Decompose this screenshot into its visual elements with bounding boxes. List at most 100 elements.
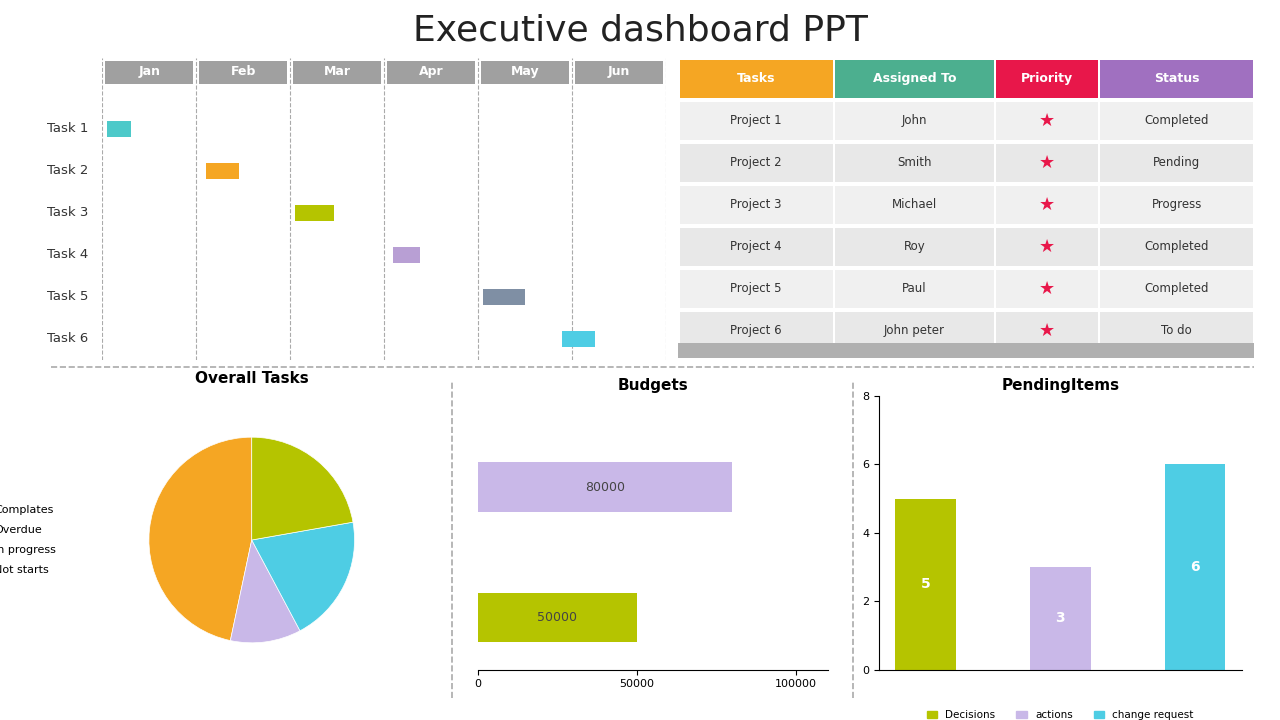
- Text: Executive dashboard PPT: Executive dashboard PPT: [412, 14, 868, 48]
- Text: Project 3: Project 3: [731, 198, 782, 211]
- Text: ★: ★: [1039, 238, 1055, 256]
- Text: Task 1: Task 1: [47, 122, 88, 135]
- Text: Task 3: Task 3: [47, 207, 88, 220]
- Bar: [835, 186, 995, 224]
- Title: PendingItems: PendingItems: [1001, 379, 1119, 393]
- Bar: [105, 60, 193, 84]
- Text: Feb: Feb: [230, 65, 256, 78]
- Wedge shape: [252, 522, 355, 631]
- Text: Jan: Jan: [138, 65, 160, 78]
- Bar: [477, 462, 732, 512]
- Text: Project 5: Project 5: [731, 282, 782, 295]
- Bar: [1100, 102, 1253, 140]
- Bar: [481, 60, 568, 84]
- Bar: [108, 121, 131, 137]
- Bar: [996, 312, 1098, 350]
- Bar: [680, 270, 833, 308]
- Bar: [393, 247, 420, 263]
- Bar: [680, 228, 833, 266]
- Wedge shape: [148, 437, 252, 641]
- Text: May: May: [511, 65, 539, 78]
- Bar: [1100, 144, 1253, 182]
- Text: Project 2: Project 2: [731, 156, 782, 169]
- Bar: [996, 144, 1098, 182]
- Wedge shape: [252, 437, 353, 540]
- Text: ★: ★: [1039, 112, 1055, 130]
- Bar: [996, 228, 1098, 266]
- Title: Overall Tasks: Overall Tasks: [195, 372, 308, 386]
- Bar: [896, 499, 956, 670]
- Bar: [835, 60, 995, 98]
- Text: Project 6: Project 6: [731, 324, 782, 337]
- Bar: [1030, 567, 1091, 670]
- Text: Task 4: Task 4: [47, 248, 88, 261]
- Text: ★: ★: [1039, 153, 1055, 171]
- Text: Mar: Mar: [324, 65, 351, 78]
- Bar: [477, 593, 637, 642]
- Text: 5: 5: [920, 577, 931, 591]
- Text: To do: To do: [1161, 324, 1192, 337]
- Text: 3: 3: [1056, 611, 1065, 625]
- Bar: [1100, 60, 1253, 98]
- Text: Paul: Paul: [902, 282, 927, 295]
- Text: Project 4: Project 4: [731, 240, 782, 253]
- Bar: [835, 270, 995, 308]
- Bar: [996, 186, 1098, 224]
- Text: Project 1: Project 1: [731, 114, 782, 127]
- Bar: [996, 270, 1098, 308]
- Title: Budgets: Budgets: [617, 379, 689, 393]
- Text: Task 2: Task 2: [47, 164, 88, 178]
- Bar: [294, 205, 334, 221]
- Text: Completed: Completed: [1144, 114, 1208, 127]
- Text: Assigned To: Assigned To: [873, 72, 956, 85]
- Bar: [835, 144, 995, 182]
- Text: Pending: Pending: [1153, 156, 1201, 169]
- Bar: [293, 60, 381, 84]
- Bar: [835, 312, 995, 350]
- Text: 80000: 80000: [585, 481, 625, 494]
- Text: John peter: John peter: [884, 324, 945, 337]
- Text: Michael: Michael: [892, 198, 937, 211]
- Text: Roy: Roy: [904, 240, 925, 253]
- Text: Priority: Priority: [1021, 72, 1073, 85]
- Bar: [575, 60, 663, 84]
- Bar: [680, 186, 833, 224]
- Bar: [680, 312, 833, 350]
- Bar: [996, 102, 1098, 140]
- Bar: [680, 102, 833, 140]
- Text: Jun: Jun: [608, 65, 630, 78]
- Bar: [206, 163, 238, 179]
- Bar: [1100, 312, 1253, 350]
- Bar: [200, 60, 287, 84]
- Text: Completed: Completed: [1144, 240, 1208, 253]
- Text: Status: Status: [1153, 72, 1199, 85]
- Text: John: John: [902, 114, 927, 127]
- Bar: [387, 60, 475, 84]
- Text: 50000: 50000: [538, 611, 577, 624]
- Text: Completed: Completed: [1144, 282, 1208, 295]
- Bar: [678, 343, 1254, 358]
- Bar: [835, 102, 995, 140]
- Bar: [1100, 270, 1253, 308]
- Text: Apr: Apr: [419, 65, 443, 78]
- Bar: [835, 228, 995, 266]
- Text: Tasks: Tasks: [737, 72, 776, 85]
- Bar: [1100, 228, 1253, 266]
- Bar: [483, 289, 525, 305]
- Bar: [1100, 186, 1253, 224]
- Wedge shape: [230, 540, 300, 643]
- Text: Task 6: Task 6: [47, 333, 88, 346]
- Bar: [562, 331, 595, 347]
- Text: 6: 6: [1190, 560, 1199, 574]
- Text: Progress: Progress: [1152, 198, 1202, 211]
- Bar: [680, 60, 833, 98]
- Legend: Complates, Overdue, In progress, Not starts: Complates, Overdue, In progress, Not sta…: [0, 500, 60, 580]
- Text: ★: ★: [1039, 196, 1055, 214]
- Legend: Decisions, actions, change request: Decisions, actions, change request: [923, 706, 1198, 720]
- Bar: [1165, 464, 1225, 670]
- Text: ★: ★: [1039, 322, 1055, 340]
- Bar: [680, 144, 833, 182]
- Text: ★: ★: [1039, 279, 1055, 297]
- Text: Task 5: Task 5: [47, 290, 88, 304]
- Text: Smith: Smith: [897, 156, 932, 169]
